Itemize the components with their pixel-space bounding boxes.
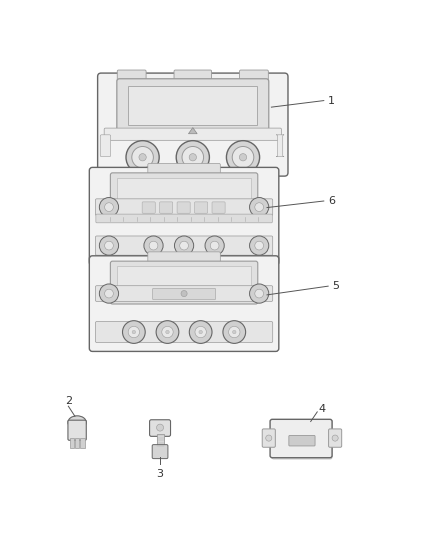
- Circle shape: [162, 326, 173, 338]
- FancyBboxPatch shape: [212, 202, 225, 213]
- Circle shape: [166, 330, 169, 334]
- Bar: [117, 266, 251, 298]
- Circle shape: [226, 141, 260, 174]
- FancyBboxPatch shape: [328, 429, 342, 447]
- Circle shape: [189, 154, 197, 161]
- FancyBboxPatch shape: [142, 202, 155, 213]
- Circle shape: [205, 236, 224, 255]
- Text: 1: 1: [328, 95, 335, 106]
- Circle shape: [232, 147, 254, 168]
- Circle shape: [250, 198, 269, 217]
- Bar: [128, 86, 258, 125]
- Text: 3: 3: [156, 469, 163, 479]
- FancyBboxPatch shape: [270, 419, 332, 458]
- FancyBboxPatch shape: [95, 199, 273, 215]
- Circle shape: [132, 147, 153, 168]
- FancyBboxPatch shape: [152, 445, 168, 458]
- FancyBboxPatch shape: [174, 70, 212, 82]
- Circle shape: [105, 203, 113, 212]
- FancyBboxPatch shape: [117, 79, 269, 134]
- FancyBboxPatch shape: [95, 236, 273, 255]
- Circle shape: [255, 289, 264, 298]
- FancyBboxPatch shape: [68, 420, 86, 440]
- Ellipse shape: [68, 416, 86, 429]
- FancyBboxPatch shape: [117, 70, 146, 82]
- Circle shape: [182, 147, 204, 168]
- Circle shape: [128, 326, 140, 338]
- Circle shape: [255, 241, 264, 250]
- FancyBboxPatch shape: [89, 167, 279, 265]
- Circle shape: [156, 321, 179, 343]
- Circle shape: [174, 236, 194, 255]
- Circle shape: [250, 284, 269, 303]
- Circle shape: [332, 435, 338, 441]
- Bar: [80, 438, 85, 448]
- Circle shape: [181, 290, 187, 297]
- Circle shape: [132, 330, 136, 334]
- Text: 4: 4: [318, 404, 326, 414]
- FancyBboxPatch shape: [110, 261, 258, 304]
- FancyBboxPatch shape: [177, 202, 190, 213]
- FancyBboxPatch shape: [148, 252, 220, 262]
- FancyBboxPatch shape: [272, 420, 332, 459]
- Circle shape: [266, 435, 272, 441]
- FancyBboxPatch shape: [289, 435, 315, 446]
- FancyBboxPatch shape: [276, 135, 284, 157]
- FancyBboxPatch shape: [262, 429, 276, 447]
- Circle shape: [99, 284, 119, 303]
- Circle shape: [189, 321, 212, 343]
- Text: 5: 5: [332, 281, 339, 291]
- Text: 6: 6: [328, 196, 335, 206]
- Circle shape: [139, 154, 146, 161]
- Bar: [70, 438, 74, 448]
- Circle shape: [229, 326, 240, 338]
- FancyBboxPatch shape: [95, 286, 273, 302]
- FancyBboxPatch shape: [110, 173, 258, 217]
- Circle shape: [144, 236, 163, 255]
- Text: 2: 2: [65, 395, 72, 406]
- Bar: [117, 177, 251, 212]
- Circle shape: [123, 321, 145, 343]
- Circle shape: [149, 241, 158, 250]
- Circle shape: [199, 330, 202, 334]
- Circle shape: [210, 241, 219, 250]
- FancyBboxPatch shape: [240, 70, 268, 82]
- Circle shape: [105, 241, 113, 250]
- Circle shape: [156, 424, 163, 431]
- Polygon shape: [188, 127, 197, 134]
- Circle shape: [195, 326, 206, 338]
- Circle shape: [99, 198, 119, 217]
- Circle shape: [126, 141, 159, 174]
- Circle shape: [99, 236, 119, 255]
- Circle shape: [105, 289, 113, 298]
- FancyBboxPatch shape: [148, 164, 220, 174]
- Circle shape: [239, 154, 247, 161]
- FancyBboxPatch shape: [159, 202, 173, 213]
- FancyBboxPatch shape: [150, 420, 170, 437]
- FancyBboxPatch shape: [100, 135, 111, 157]
- FancyBboxPatch shape: [152, 288, 215, 300]
- FancyBboxPatch shape: [89, 256, 279, 351]
- FancyBboxPatch shape: [98, 73, 288, 176]
- FancyBboxPatch shape: [96, 214, 272, 223]
- FancyBboxPatch shape: [95, 321, 273, 343]
- FancyBboxPatch shape: [104, 128, 282, 140]
- Circle shape: [250, 236, 269, 255]
- Circle shape: [233, 330, 236, 334]
- Circle shape: [223, 321, 246, 343]
- Circle shape: [176, 141, 209, 174]
- Bar: [156, 434, 163, 447]
- Circle shape: [255, 203, 264, 212]
- Circle shape: [180, 241, 188, 250]
- Bar: [75, 438, 79, 448]
- FancyBboxPatch shape: [194, 202, 208, 213]
